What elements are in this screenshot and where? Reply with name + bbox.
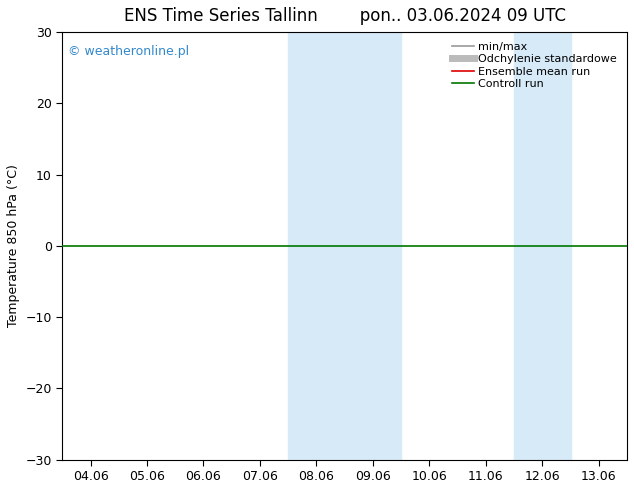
Text: © weatheronline.pl: © weatheronline.pl bbox=[68, 45, 189, 58]
Bar bbox=[514, 32, 571, 460]
Bar bbox=[288, 32, 345, 460]
Title: ENS Time Series Tallinn        pon.. 03.06.2024 09 UTC: ENS Time Series Tallinn pon.. 03.06.2024… bbox=[124, 7, 566, 25]
Legend: min/max, Odchylenie standardowe, Ensemble mean run, Controll run: min/max, Odchylenie standardowe, Ensembl… bbox=[447, 38, 621, 93]
Bar bbox=[345, 32, 401, 460]
Y-axis label: Temperature 850 hPa (°C): Temperature 850 hPa (°C) bbox=[7, 165, 20, 327]
